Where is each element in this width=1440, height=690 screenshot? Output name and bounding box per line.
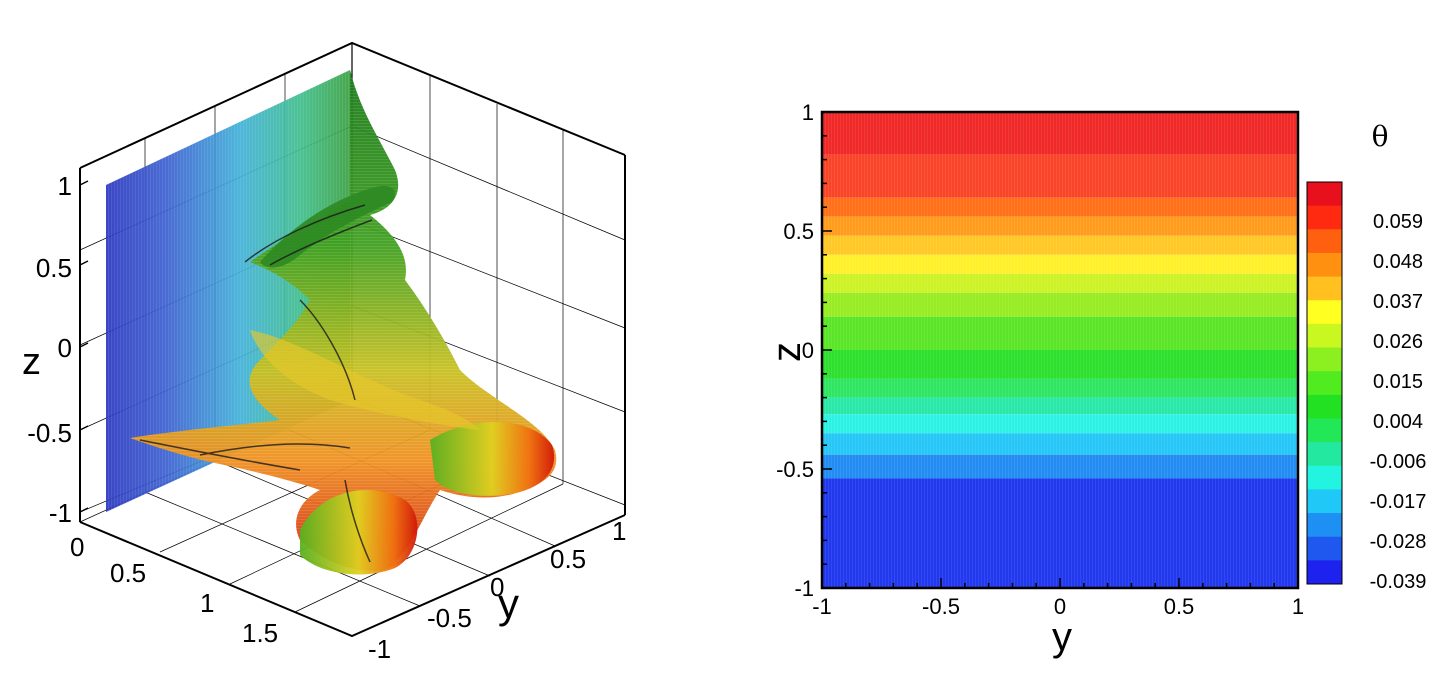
x-tick-label: 1 xyxy=(200,588,214,618)
contour-x-tick-label: 0 xyxy=(1054,594,1066,619)
contour-x-axis-label: y xyxy=(1052,615,1072,659)
colorbar-swatch xyxy=(1307,418,1342,443)
colorbar-swatch xyxy=(1307,205,1342,230)
y-tick-label: 1 xyxy=(612,516,626,546)
y-axis-ticks: -1 -0.5 0 0.5 1 xyxy=(368,516,626,664)
y-axis-label: y xyxy=(498,580,519,627)
colorbar-level-label: 0.004 xyxy=(1373,411,1423,433)
colorbar-swatch xyxy=(1307,276,1342,301)
contour-x-tick-label: 1 xyxy=(1292,594,1304,619)
contour-x-tick-label: -1 xyxy=(812,594,832,619)
contour-y-tick-label: -0.5 xyxy=(776,457,814,482)
y-tick-label: 0.5 xyxy=(550,544,586,574)
z-tick-label: 0.5 xyxy=(36,253,72,283)
colorbar-swatch xyxy=(1307,394,1342,419)
colorbar-swatch xyxy=(1307,229,1342,254)
z-tick-label: 0 xyxy=(58,333,72,363)
colorbar-swatch xyxy=(1307,323,1342,349)
colorbar-swatch xyxy=(1307,371,1342,396)
colorbar-swatch xyxy=(1307,252,1342,278)
x-tick-label: 0 xyxy=(70,532,84,562)
contour-y-ticks: -1 -0.5 0 0.5 1 xyxy=(776,100,832,601)
colorbar-frame xyxy=(1306,181,1343,585)
y-tick-label: -1 xyxy=(368,634,391,664)
contour-y-tick-label: 0 xyxy=(802,338,814,363)
z-axis-label-3d: z xyxy=(22,341,41,383)
y-tick-label: 0 xyxy=(490,572,504,602)
x-tick-label: 0.5 xyxy=(110,558,146,588)
x-axis-ticks: 0 0.5 1 1.5 xyxy=(70,532,278,648)
colorbar-level-label: -0.039 xyxy=(1370,571,1427,593)
colorbar-swatch xyxy=(1307,536,1342,561)
colorbar-title: θ xyxy=(1372,120,1389,153)
z-tick-label: 1 xyxy=(58,171,72,201)
colorbar-swatch xyxy=(1307,300,1342,325)
contour-y-axis-label: z xyxy=(765,342,809,362)
colorbar-level-label: 0.026 xyxy=(1373,331,1423,353)
right-lobe xyxy=(430,421,555,496)
colorbar-swatch xyxy=(1307,513,1342,538)
contour-y-tick-label: -1 xyxy=(794,576,814,601)
contour-plot: -1 -0.5 0 0.5 1 -1 -0.5 0 0.5 1 y z xyxy=(765,100,1304,659)
colorbar-level-label: -0.028 xyxy=(1370,531,1427,553)
colorbar-level-label: -0.017 xyxy=(1370,491,1427,513)
colorbar-swatch xyxy=(1307,442,1342,467)
colorbar-swatch xyxy=(1307,465,1342,490)
contour-x-ticks: -1 -0.5 0 0.5 1 xyxy=(812,578,1304,619)
crease-lines xyxy=(139,204,373,563)
contour-x-tick-label: 0.5 xyxy=(1164,594,1195,619)
colorbar-swatch xyxy=(1307,347,1342,372)
colorbar-level-label: 0.048 xyxy=(1373,251,1423,273)
surface-3d-plot: 1 0.5 0 -0.5 -1 z z 0 0.5 1 1.5 -1 -0.5 … xyxy=(22,41,626,664)
contour-y-tick-label: 0.5 xyxy=(783,219,814,244)
colorbar-level-label: 0.037 xyxy=(1373,291,1423,313)
colorbar-swatch xyxy=(1307,560,1342,585)
contour-x-tick-label: -0.5 xyxy=(922,594,960,619)
colorbar-level-label: -0.006 xyxy=(1370,451,1427,473)
colorbar-level-label: 0.015 xyxy=(1373,371,1423,393)
colorbar-swatch xyxy=(1307,182,1342,207)
colorbar-level-label: 0.059 xyxy=(1373,211,1423,233)
z-axis-ticks: 1 0.5 0 -0.5 -1 xyxy=(27,171,89,528)
x-tick-label: 1.5 xyxy=(242,618,278,648)
colorbar: 0.059 0.048 0.037 0.026 0.015 0.004 -0.006 -0.0… xyxy=(1306,120,1427,593)
contour-y-tick-label: 1 xyxy=(802,100,814,125)
y-tick-label: -0.5 xyxy=(427,603,472,633)
front-box-edges xyxy=(79,514,626,638)
colorbar-swatch xyxy=(1307,489,1342,514)
z-tick-label: -0.5 xyxy=(27,418,72,448)
z-tick-label: -1 xyxy=(49,498,72,528)
